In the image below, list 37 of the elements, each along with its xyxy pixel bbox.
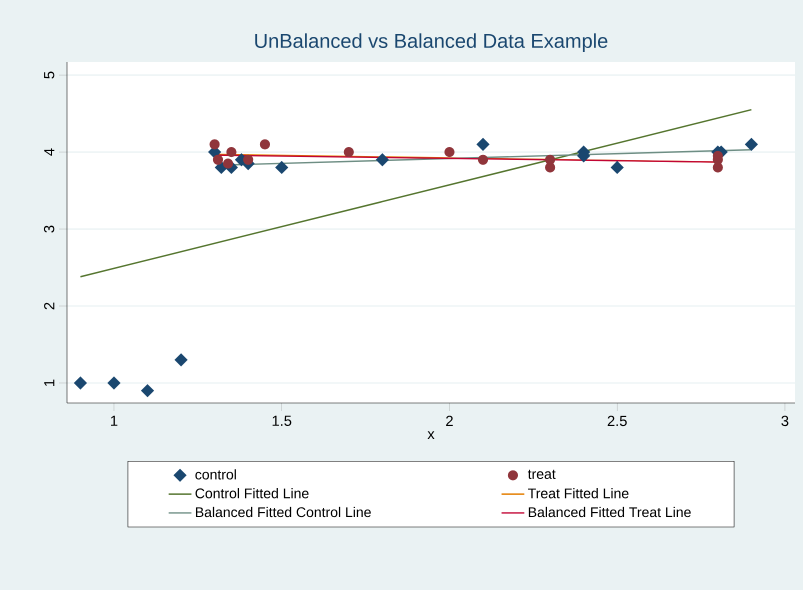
point: [744, 138, 758, 151]
legend-label: Balanced Fitted Control Line: [196, 506, 371, 518]
point: [141, 384, 154, 398]
y-tick-label: 3: [44, 226, 54, 233]
point: [545, 154, 556, 165]
point: [107, 376, 120, 390]
y-tick-label: 2: [44, 302, 54, 310]
point: [275, 160, 288, 174]
y-tick-label: 4: [44, 148, 54, 156]
x-tick-label: 1: [111, 416, 118, 426]
point: [210, 139, 220, 150]
y-tick-label: 1: [44, 380, 54, 386]
x-tick-label: 2: [446, 416, 453, 426]
point: [444, 146, 455, 158]
y-tick-label: 5: [44, 72, 54, 79]
legend-label: Control Fitted Line: [196, 488, 309, 498]
x-tick-label: 1.5: [272, 416, 292, 426]
point: [243, 154, 254, 165]
legend-label: Treat Fitted Line: [528, 488, 628, 498]
point: [74, 376, 87, 390]
point: [476, 138, 490, 151]
point: [610, 160, 624, 174]
legend-label: Balanced Fitted Treat Line: [528, 506, 691, 518]
point: [344, 146, 354, 158]
x-axis-title: x: [428, 431, 435, 439]
point: [478, 154, 488, 165]
legend-label: treat: [528, 470, 556, 479]
point: [212, 154, 224, 165]
point: [376, 153, 389, 166]
point: [260, 139, 270, 150]
chart-title: UnBalanced vs Balanced Data Example: [255, 33, 608, 52]
legend-label: control: [195, 469, 236, 480]
point: [174, 353, 188, 366]
x-tick-label: 3: [781, 416, 788, 426]
point: [222, 158, 234, 169]
point: [226, 146, 236, 158]
x-tick-label: 2.5: [608, 416, 627, 426]
